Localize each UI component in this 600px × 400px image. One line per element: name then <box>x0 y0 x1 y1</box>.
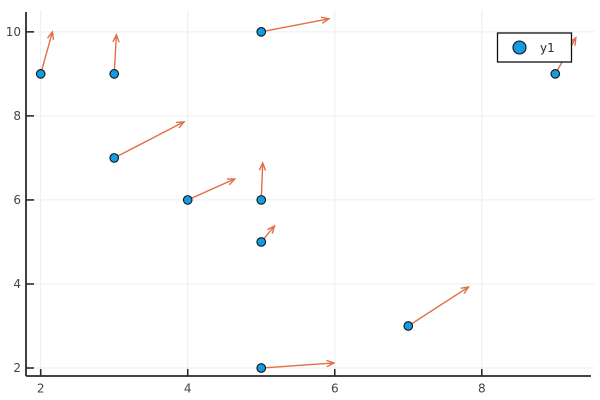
data-point <box>109 153 120 163</box>
y-tick-label: 2 <box>13 361 21 375</box>
grid-lines <box>26 10 595 376</box>
legend-marker-icon <box>512 40 527 55</box>
data-points <box>35 27 561 373</box>
data-point <box>256 27 267 37</box>
x-tick-label: 8 <box>478 382 486 396</box>
arrow-shaft <box>407 286 469 327</box>
arrow-head-icon <box>176 120 186 129</box>
data-point <box>182 195 193 205</box>
x-tick-label: 2 <box>37 382 45 396</box>
arrow-shaft <box>113 34 118 74</box>
axes <box>25 12 591 377</box>
quiver-arrow <box>261 16 331 33</box>
arrow-head-icon <box>226 178 237 186</box>
arrow-shaft <box>187 178 236 201</box>
quiver-arrow <box>40 30 55 75</box>
quiver-arrow <box>407 285 471 327</box>
arrow-head-icon <box>326 359 336 368</box>
legend-box <box>496 32 573 63</box>
data-point <box>256 363 267 373</box>
quiver-arrow <box>258 161 267 200</box>
data-point <box>109 69 120 79</box>
x-tick-label: 6 <box>331 382 339 396</box>
data-point <box>256 195 267 205</box>
arrow-shaft <box>260 162 264 200</box>
y-tick-label: 8 <box>13 109 21 123</box>
y-tick-label: 6 <box>13 193 21 207</box>
arrow-head-icon <box>46 30 55 40</box>
quiver-arrow <box>261 359 336 369</box>
arrow-head-icon <box>112 32 120 43</box>
legend: y1 <box>496 32 573 63</box>
arrow-head-icon <box>320 16 331 24</box>
quiver-arrow <box>113 120 186 159</box>
quiver-arrow <box>187 178 237 201</box>
arrow-shaft <box>261 362 335 369</box>
quiver-arrows <box>40 16 577 369</box>
arrow-head-icon <box>460 285 471 294</box>
data-point <box>403 321 414 331</box>
arrow-shaft <box>40 31 54 75</box>
data-point <box>550 69 561 79</box>
arrow-shaft <box>113 121 185 159</box>
legend-label: y1 <box>540 41 555 55</box>
tick-labels: 2 4 6 8 2 4 6 8 10 <box>6 25 486 395</box>
arrow-head-icon <box>258 161 267 171</box>
y-tick-label: 10 <box>6 25 21 39</box>
arrow-shaft <box>261 18 330 33</box>
x-tick-label: 4 <box>184 382 192 396</box>
data-point <box>256 237 267 247</box>
quiver-arrow <box>112 32 120 74</box>
arrow-head-icon <box>267 224 276 234</box>
y-tick-label: 4 <box>13 277 21 291</box>
data-point <box>35 69 46 79</box>
